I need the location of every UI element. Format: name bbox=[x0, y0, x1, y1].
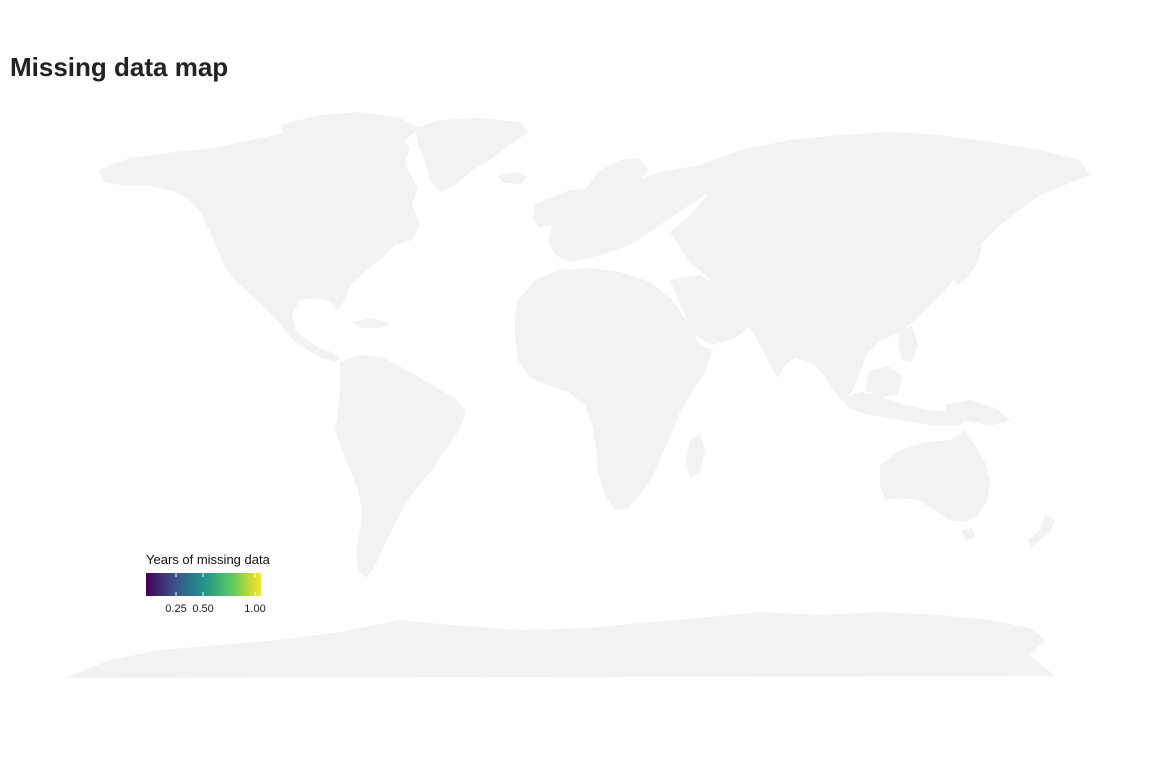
africa bbox=[515, 268, 712, 510]
greenland bbox=[415, 118, 528, 192]
iceland bbox=[498, 172, 528, 184]
antarctica bbox=[65, 612, 1055, 678]
philippines bbox=[898, 326, 918, 362]
japan bbox=[952, 232, 982, 285]
scandinavia bbox=[585, 158, 648, 200]
canadian-arctic bbox=[280, 112, 420, 142]
borneo bbox=[866, 366, 902, 398]
legend-tick-label: 0.25 bbox=[165, 603, 187, 615]
british-isles bbox=[533, 198, 556, 228]
australia bbox=[880, 430, 990, 522]
legend-tick-label: 1.00 bbox=[244, 603, 266, 615]
new-guinea bbox=[945, 400, 1010, 426]
caribbean bbox=[352, 318, 392, 328]
new-zealand bbox=[1028, 515, 1055, 548]
south-america bbox=[335, 355, 466, 578]
north-america bbox=[98, 122, 420, 362]
legend-tick-label: 0.50 bbox=[192, 603, 214, 615]
asia bbox=[670, 132, 1090, 402]
tasmania bbox=[962, 528, 975, 541]
legend-title: Years of missing data bbox=[146, 552, 270, 567]
legend-colorbar bbox=[146, 573, 261, 596]
arabia bbox=[670, 275, 752, 345]
map-title: Missing data map bbox=[10, 52, 229, 82]
india bbox=[745, 300, 810, 375]
madagascar bbox=[686, 434, 705, 478]
indonesia bbox=[842, 392, 968, 426]
